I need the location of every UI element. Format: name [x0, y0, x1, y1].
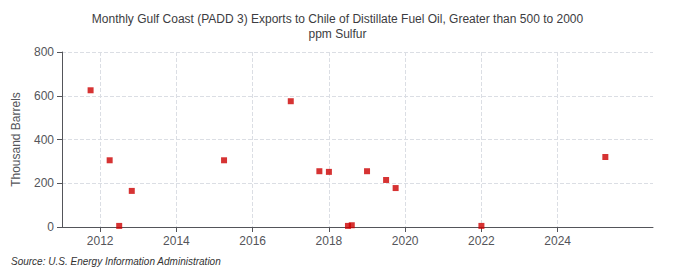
svg-text:ppm Sulfur: ppm Sulfur: [308, 27, 366, 41]
svg-text:600: 600: [34, 89, 54, 103]
svg-text:400: 400: [34, 133, 54, 147]
svg-text:2014: 2014: [163, 234, 190, 248]
svg-text:2018: 2018: [316, 234, 343, 248]
svg-text:2020: 2020: [392, 234, 419, 248]
svg-text:Monthly Gulf Coast (PADD 3) Ex: Monthly Gulf Coast (PADD 3) Exports to C…: [92, 12, 584, 26]
svg-text:0: 0: [47, 220, 54, 234]
svg-text:2016: 2016: [239, 234, 266, 248]
svg-text:Source: U.S. Energy Informatio: Source: U.S. Energy Information Administ…: [11, 256, 221, 267]
svg-text:Thousand Barrels: Thousand Barrels: [9, 92, 23, 187]
svg-text:2012: 2012: [87, 234, 114, 248]
svg-text:2024: 2024: [544, 234, 571, 248]
svg-text:200: 200: [34, 176, 54, 190]
svg-text:2022: 2022: [468, 234, 495, 248]
svg-text:800: 800: [34, 45, 54, 59]
